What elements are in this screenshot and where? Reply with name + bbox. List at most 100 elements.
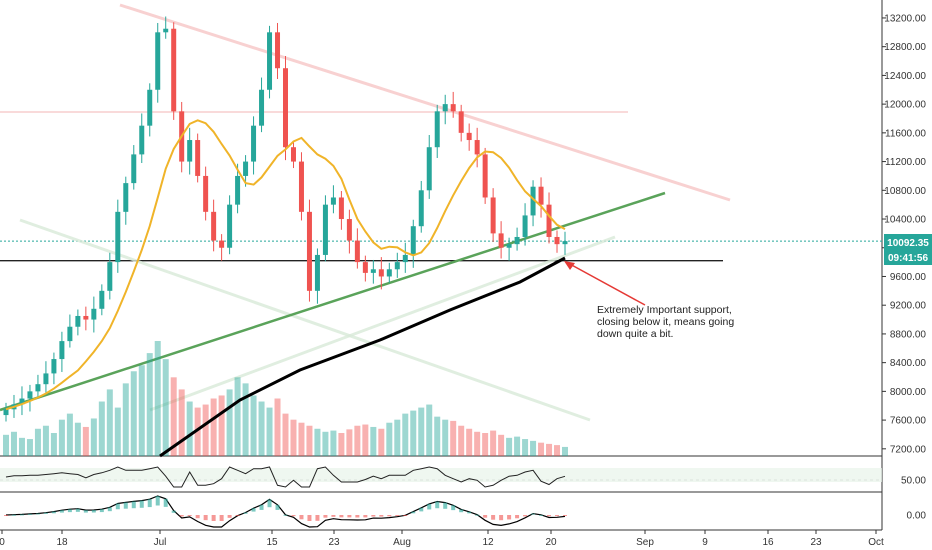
candle-body <box>426 147 432 191</box>
time-tick-label: 20 <box>545 537 557 548</box>
volume-bar <box>226 389 233 456</box>
candle-body <box>562 241 568 245</box>
macd-histogram-bar <box>363 515 368 518</box>
grid-layer <box>0 111 882 482</box>
macd-histogram-bar <box>459 509 464 513</box>
arrow-head-icon <box>564 261 575 270</box>
candle-body <box>35 384 41 392</box>
candle-body <box>251 125 257 162</box>
macd-histogram-bar <box>475 514 480 516</box>
macd-histogram-bar <box>411 511 416 514</box>
volume-bar <box>18 437 25 456</box>
price-tick-label: 12800.00 <box>884 42 926 53</box>
annotation-arrow-line <box>567 262 646 306</box>
volume-layer <box>3 341 568 456</box>
volume-bar <box>154 341 161 456</box>
ascending-support-trendline <box>0 191 666 412</box>
time-tick-label: Oct <box>868 537 884 548</box>
volume-bar <box>394 419 401 456</box>
volume-bar <box>506 437 513 456</box>
candle-body <box>298 161 304 212</box>
candle-body <box>235 175 241 205</box>
candle-body <box>346 219 352 241</box>
volume-bar <box>34 428 41 456</box>
macd-histogram-bar <box>51 511 56 514</box>
candle-body <box>538 186 544 205</box>
candle-body <box>267 32 273 90</box>
candle-body <box>203 175 209 212</box>
time-tick-label: 18 <box>56 537 68 548</box>
volume-bar <box>386 422 393 456</box>
macd-histogram-bar <box>555 515 560 517</box>
macd-histogram-bar <box>179 515 184 517</box>
volume-bar <box>162 359 169 456</box>
faint-rising-line <box>149 235 616 412</box>
macd-histogram-bar <box>499 515 504 521</box>
volume-bar <box>218 395 225 456</box>
volume-bar <box>42 425 49 456</box>
volume-bar <box>362 424 369 456</box>
candle-body <box>107 262 113 291</box>
price-tick-label: 10800.00 <box>884 186 926 197</box>
volume-bar <box>306 425 313 456</box>
macd-histogram-bar <box>443 502 448 509</box>
candle-body <box>554 236 560 245</box>
candle-body <box>283 68 288 148</box>
volume-bar <box>74 422 81 456</box>
macd-histogram-bar <box>379 515 384 517</box>
volume-bar <box>490 430 497 456</box>
time-tick-label: 16 <box>762 537 774 548</box>
candle-body <box>259 89 265 126</box>
volume-bar <box>130 371 137 456</box>
macd-histogram-bar <box>467 511 472 514</box>
volume-bar <box>474 431 481 456</box>
candle-body <box>482 154 488 198</box>
volume-bar <box>370 426 377 456</box>
annotation-callout[interactable]: Extremely Important support, closing bel… <box>564 261 734 340</box>
macd-histogram-bar <box>235 515 240 516</box>
time-tick-label: 15 <box>266 537 278 548</box>
volume-bar <box>82 426 89 456</box>
macd-histogram-bar <box>331 515 336 517</box>
macd-histogram-bar <box>59 510 64 513</box>
macd-histogram-bar <box>315 515 320 521</box>
volume-bar <box>146 353 153 456</box>
volume-bar <box>186 401 193 456</box>
price-tick-label: 13200.00 <box>884 13 926 24</box>
volume-bar <box>122 383 129 456</box>
macd-histogram-bar <box>155 496 160 506</box>
rsi-band <box>0 468 882 482</box>
volume-bar <box>514 436 521 456</box>
macd-histogram-bar <box>267 499 272 508</box>
candle-body <box>163 28 169 33</box>
candle-body <box>306 211 312 291</box>
macd-histogram-bar <box>147 499 152 508</box>
volume-bar <box>66 413 73 456</box>
volume-bar <box>434 416 441 456</box>
volume-bar <box>466 428 473 456</box>
volume-bar <box>298 422 305 456</box>
macd-histogram-bar <box>547 515 552 517</box>
time-tick-label: Jul <box>154 537 167 548</box>
volume-bar <box>498 434 505 456</box>
volume-bar <box>554 445 561 456</box>
candle-body <box>418 190 424 227</box>
volume-bar <box>106 389 113 456</box>
annotation-line-2: closing below it, means going <box>597 316 734 328</box>
volume-bar <box>178 389 185 456</box>
ma-long-line <box>159 256 566 458</box>
macd-histogram-bar <box>299 515 304 520</box>
rsi-pane <box>5 466 566 488</box>
price-tick-label: 8400.00 <box>890 358 927 369</box>
macd-histogram-bar <box>75 508 80 512</box>
volume-bar <box>450 420 457 456</box>
candle-body <box>155 32 161 90</box>
macd-histogram-bar <box>275 504 280 510</box>
volume-bar <box>338 433 345 456</box>
candle-body <box>19 398 25 405</box>
macd-histogram-bar <box>419 507 424 512</box>
volume-bar <box>426 404 433 456</box>
candle-body <box>314 254 320 291</box>
